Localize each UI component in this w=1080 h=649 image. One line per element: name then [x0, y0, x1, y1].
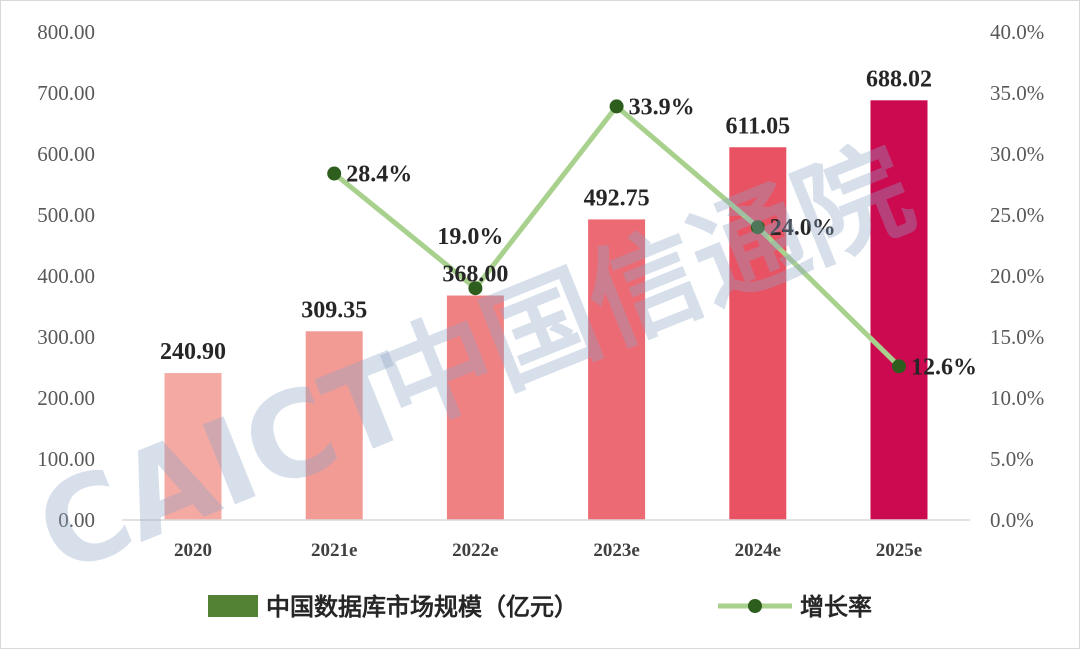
right-axis-tick: 0.0%	[990, 508, 1034, 532]
growth-rate-marker	[609, 99, 624, 114]
bar-data-label: 240.90	[160, 339, 226, 365]
bar-data-label: 688.02	[866, 66, 932, 92]
category-label: 2021e	[311, 540, 357, 561]
category-label: 2025e	[876, 540, 922, 561]
right-axis-tick: 15.0%	[990, 325, 1044, 349]
left-axis-tick: 700.00	[37, 81, 95, 105]
category-label: 2024e	[735, 540, 781, 561]
legend-bar-label: 中国数据库市场规模（亿元）	[266, 593, 578, 621]
svg-text:CAICT: CAICT	[19, 327, 431, 601]
left-axis-tick: 600.00	[37, 142, 95, 166]
legend-line-marker	[748, 599, 762, 613]
legend-bar-swatch	[208, 595, 258, 617]
category-label: 2023e	[593, 540, 639, 561]
svg-text:中国信通院: 中国信通院	[361, 124, 929, 454]
growth-rate-marker	[327, 166, 342, 181]
bar	[446, 295, 504, 520]
bar-data-label: 368.00	[442, 262, 508, 288]
legend-line-label: 增长率	[800, 593, 872, 621]
right-axis-tick: 35.0%	[990, 81, 1044, 105]
left-axis-tick: 800.00	[37, 20, 95, 44]
line-data-label: 12.6%	[911, 354, 977, 380]
bar	[870, 100, 928, 520]
right-axis-tick: 10.0%	[990, 386, 1044, 410]
category-label: 2022e	[452, 540, 498, 561]
left-axis-tick: 100.00	[37, 447, 95, 471]
line-data-label: 24.0%	[770, 215, 836, 241]
bar-data-label: 492.75	[584, 185, 650, 211]
bar	[305, 331, 363, 520]
bar	[164, 373, 222, 520]
left-axis-tick: 500.00	[37, 203, 95, 227]
right-axis-tick: 30.0%	[990, 142, 1044, 166]
left-axis-tick: 0.00	[58, 508, 95, 532]
left-axis-tick: 400.00	[37, 264, 95, 288]
left-axis-tick: 300.00	[37, 325, 95, 349]
legend: 中国数据库市场规模（亿元） 增长率	[208, 593, 872, 621]
bar	[588, 219, 646, 521]
line-data-label: 28.4%	[346, 162, 412, 188]
bar-data-label: 309.35	[301, 297, 367, 323]
right-axis-tick: 5.0%	[990, 447, 1034, 471]
right-axis-tick: 25.0%	[990, 203, 1044, 227]
growth-rate-marker	[892, 359, 906, 374]
growth-rate-marker	[468, 281, 483, 296]
left-axis-tick: 200.00	[37, 386, 95, 410]
line-data-label: 19.0%	[437, 224, 503, 250]
right-axis-tick: 40.0%	[990, 20, 1044, 44]
line-data-label: 33.9%	[629, 94, 695, 120]
category-label: 2020	[174, 540, 212, 561]
right-axis-tick: 20.0%	[990, 264, 1044, 288]
growth-rate-marker	[750, 220, 765, 235]
bar-data-label: 611.05	[725, 113, 790, 139]
caict-watermark: CAICT 中国信通院	[19, 124, 930, 601]
